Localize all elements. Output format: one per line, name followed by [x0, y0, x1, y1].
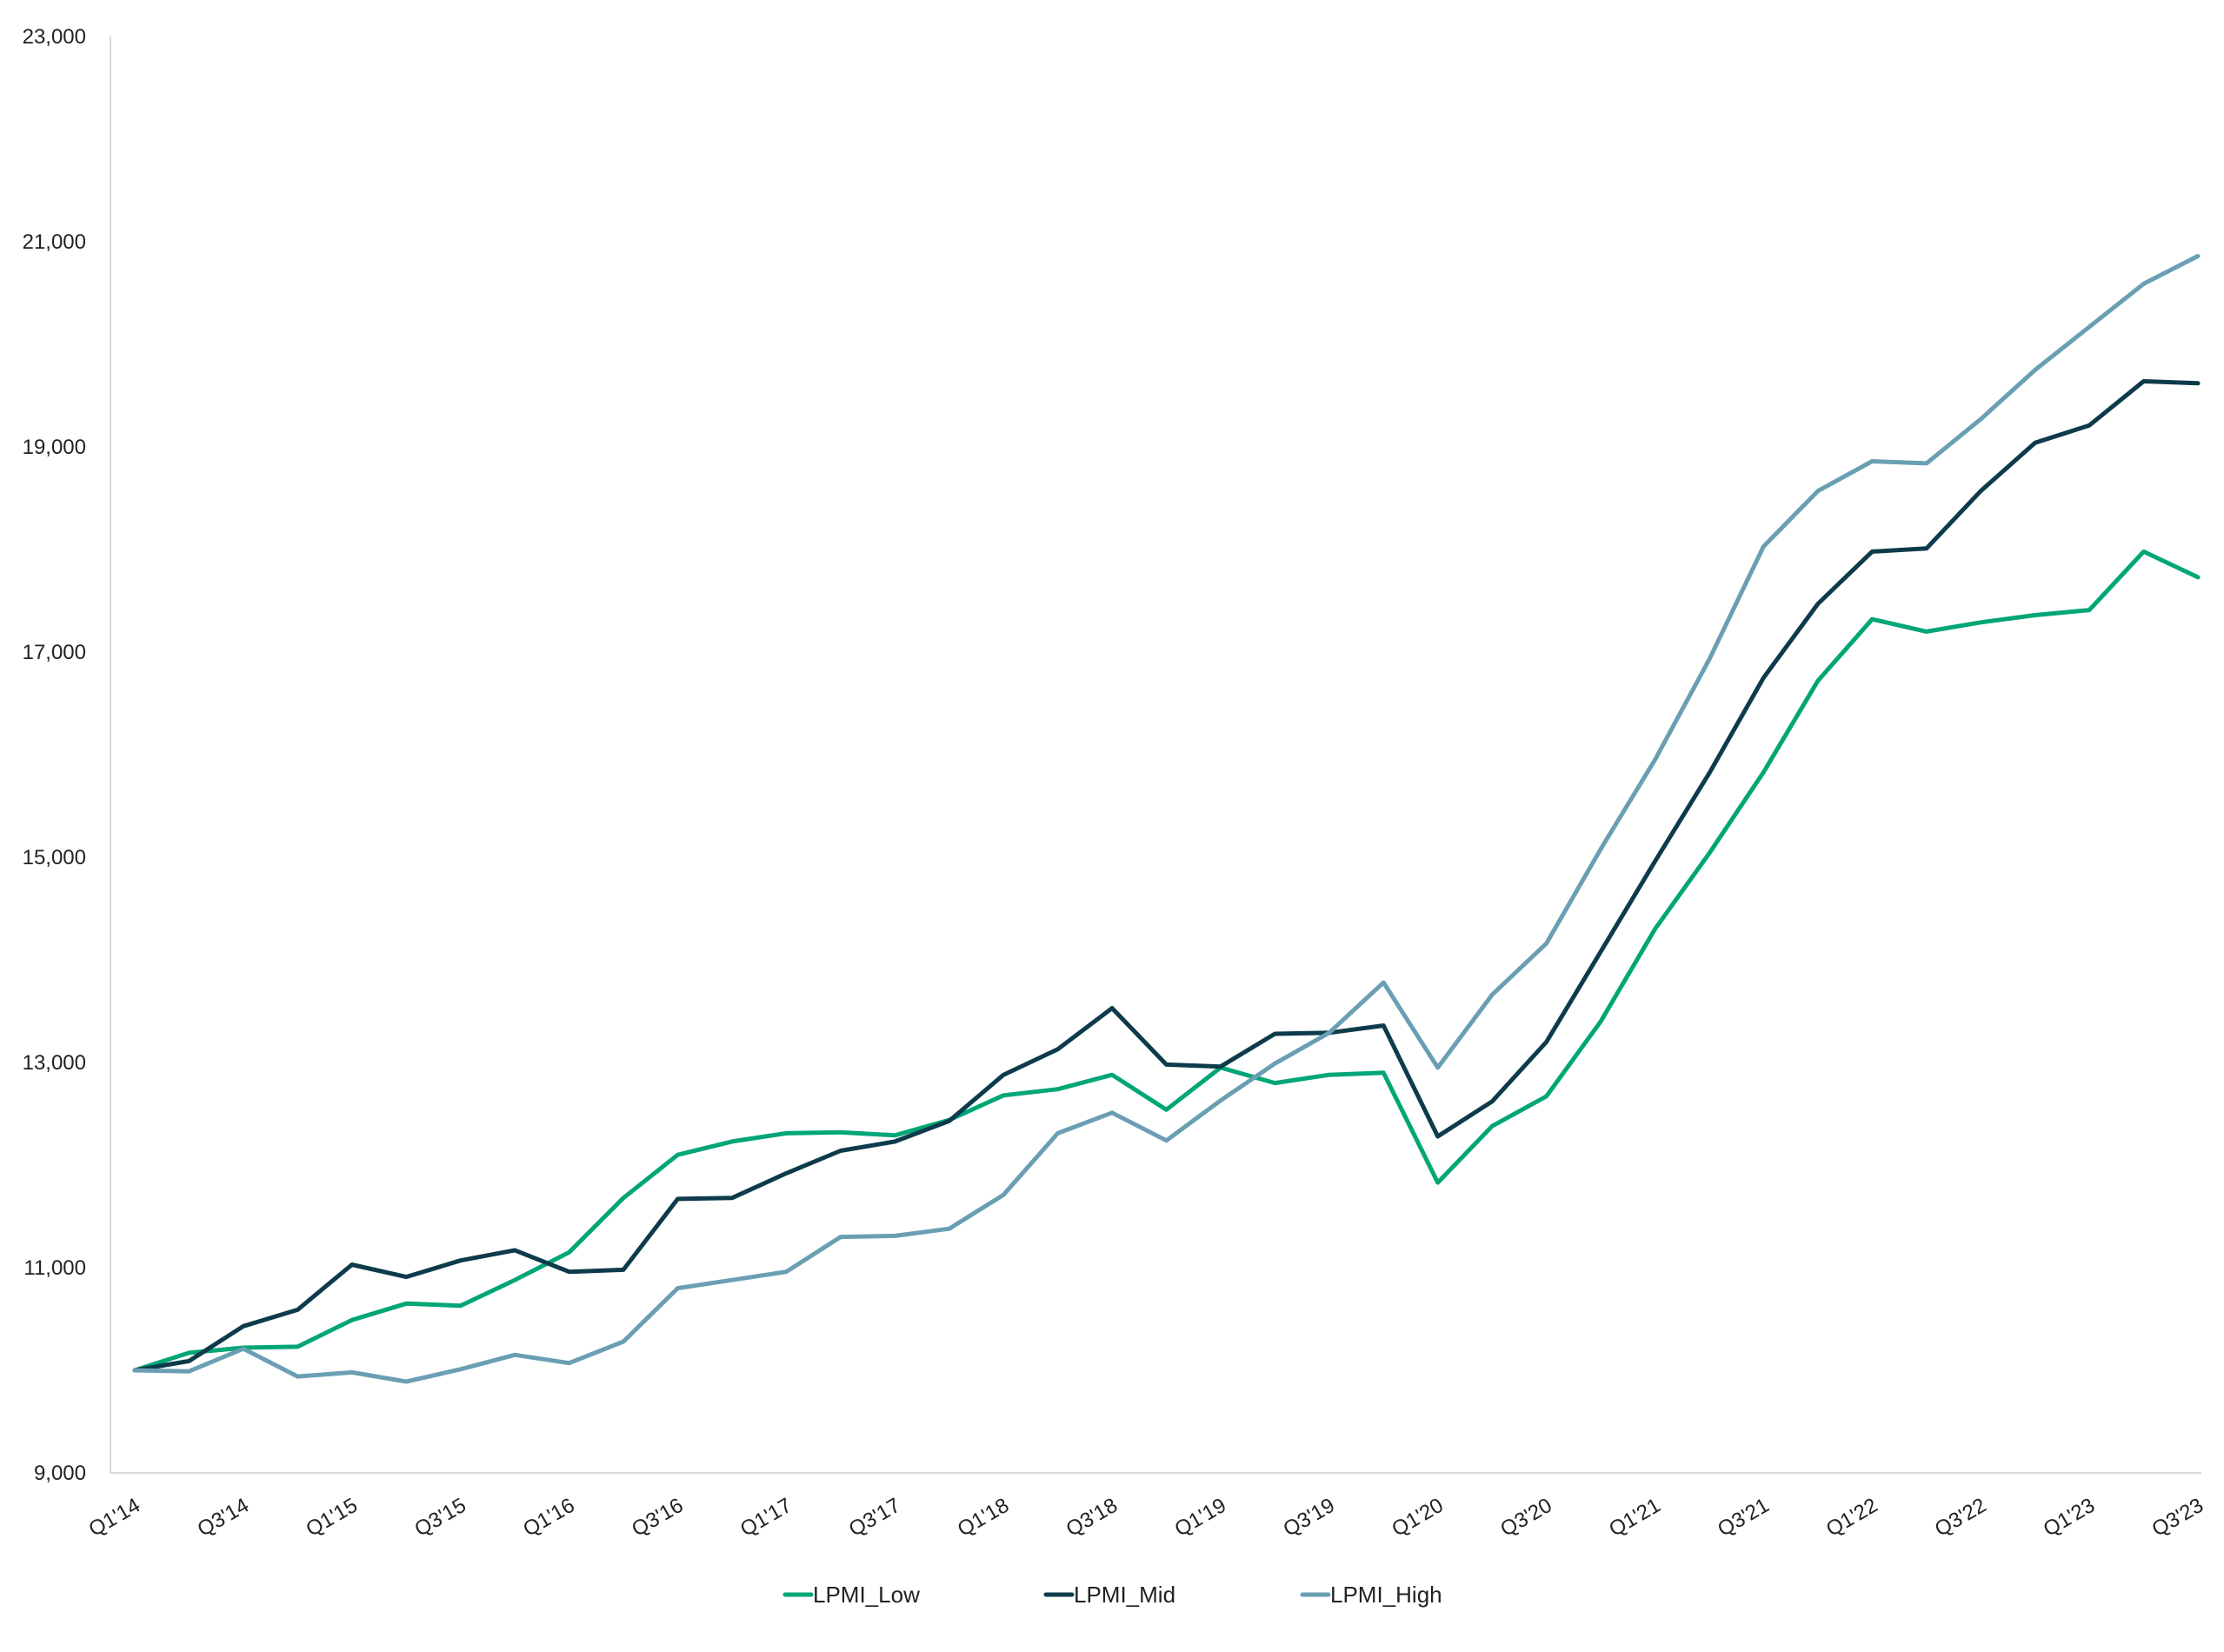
- x-axis: Q1'14 Q3'14 Q1'15 Q3'15 Q1'16 Q3'16 Q1'17 Q3'17…: [85, 1472, 2207, 1542]
- series-line-lpmi-low: [132, 549, 2201, 1373]
- x-tick-label: Q3'18: [1062, 1494, 1122, 1542]
- y-tick-label: 19,000: [23, 436, 86, 459]
- x-tick-label: Q3'22: [1931, 1494, 1990, 1542]
- x-tick-label: Q3'21: [1714, 1494, 1773, 1542]
- x-tick-label: Q3'17: [845, 1494, 904, 1542]
- x-tick-label: Q1'17: [736, 1494, 796, 1542]
- x-tick-label: Q3'14: [194, 1494, 253, 1542]
- y-tick-label: 23,000: [23, 25, 86, 49]
- y-tick-label: 11,000: [23, 1256, 86, 1280]
- y-tick-label: 15,000: [23, 846, 86, 869]
- x-tick-label: Q1'16: [519, 1494, 578, 1542]
- x-tick-label: Q1'20: [1388, 1494, 1447, 1542]
- x-tick-label: Q3'20: [1496, 1494, 1555, 1542]
- y-tick-label: 9,000: [34, 1462, 86, 1485]
- legend-label-lpmi-high: LPMI_High: [1330, 1582, 1442, 1608]
- x-tick-label: Q1'22: [1822, 1494, 1881, 1542]
- legend-label-lpmi-low: LPMI_Low: [813, 1582, 920, 1608]
- legend: LPMI_Low LPMI_Mid LPMI_High: [782, 1582, 1442, 1608]
- x-tick-label: Q1'19: [1171, 1494, 1230, 1542]
- series-line-lpmi-mid: [132, 379, 2201, 1373]
- x-tick-label: Q1'18: [954, 1494, 1013, 1542]
- legend-label-lpmi-mid: LPMI_Mid: [1074, 1582, 1175, 1608]
- plot-area: [132, 254, 2201, 1384]
- x-tick-label: Q3'15: [410, 1494, 469, 1542]
- y-tick-label: 17,000: [23, 641, 86, 664]
- x-tick-label: Q1'15: [302, 1494, 361, 1542]
- y-axis: 9,000 11,000 13,000 15,000 17,000 19,000 21,00…: [23, 25, 111, 1485]
- x-tick-label: Q1'23: [2040, 1494, 2099, 1542]
- x-tick-label: Q1'21: [1605, 1494, 1664, 1542]
- y-tick-label: 13,000: [23, 1051, 86, 1075]
- x-tick-label: Q3'23: [2148, 1494, 2207, 1542]
- y-tick-label: 21,000: [23, 230, 86, 254]
- x-tick-label: Q3'16: [628, 1494, 687, 1542]
- series-line-lpmi-high: [132, 254, 2201, 1384]
- x-tick-label: Q1'14: [85, 1494, 144, 1542]
- x-tick-label: Q3'19: [1280, 1494, 1339, 1542]
